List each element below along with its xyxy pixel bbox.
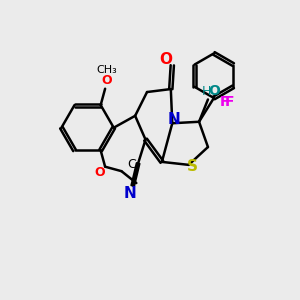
Text: O: O (94, 166, 105, 178)
Text: F: F (225, 95, 234, 110)
Text: O: O (101, 74, 112, 87)
Text: C: C (127, 158, 136, 171)
Text: F: F (220, 95, 229, 110)
Text: S: S (187, 159, 198, 174)
Text: H: H (202, 85, 211, 98)
Text: N: N (167, 112, 180, 127)
Text: O: O (208, 84, 220, 98)
Text: N: N (123, 187, 136, 202)
Text: CH₃: CH₃ (96, 65, 117, 75)
Text: O: O (159, 52, 172, 68)
